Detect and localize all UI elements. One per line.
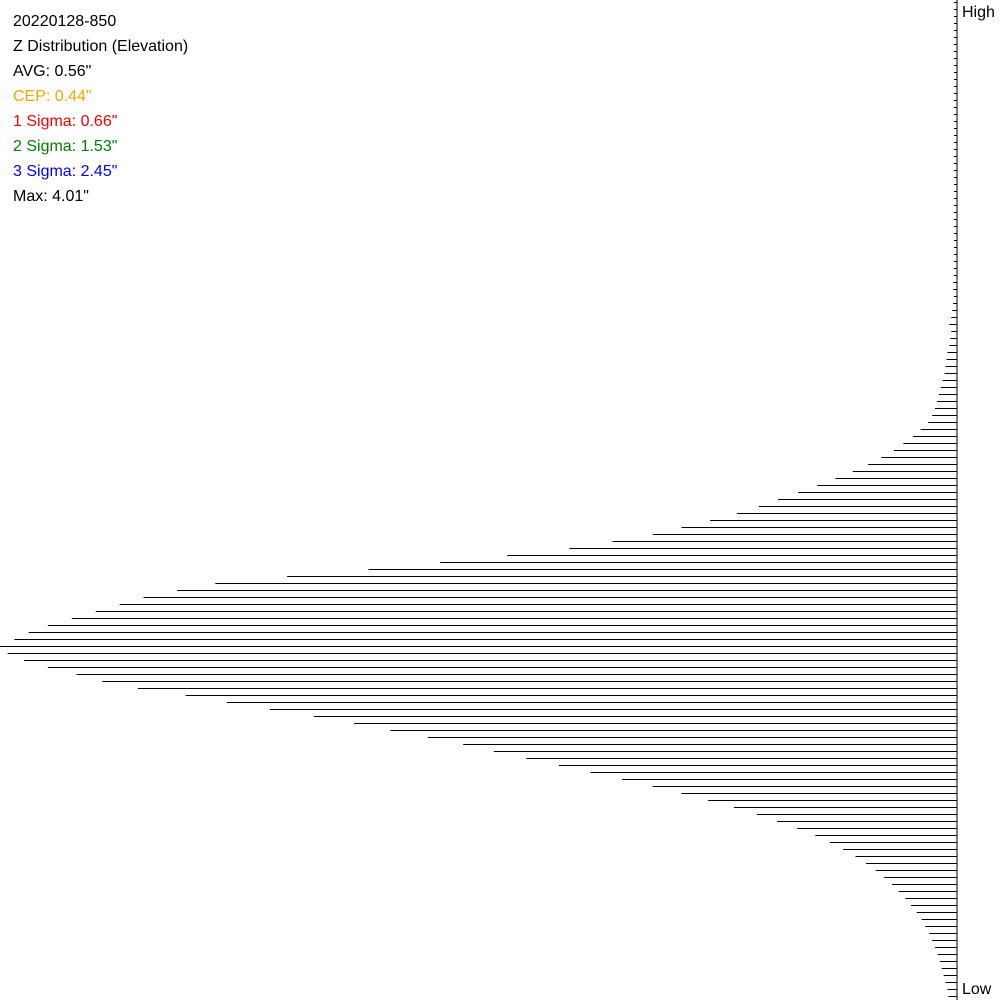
avg-stat: AVG: 0.56" (13, 63, 92, 80)
chart-title: Z Distribution (Elevation) (13, 38, 189, 55)
axis-label-low: Low (962, 981, 992, 998)
axis-label-high: High (962, 4, 995, 21)
sigma3-stat: 3 Sigma: 2.45" (13, 163, 118, 180)
max-stat: Max: 4.01" (13, 188, 89, 205)
dataset-id: 20220128-850 (13, 13, 117, 30)
cep-stat: CEP: 0.44" (13, 88, 92, 105)
sigma2-stat: 2 Sigma: 1.53" (13, 138, 118, 155)
histogram-bars (0, 2, 957, 997)
sigma1-stat: 1 Sigma: 0.66" (13, 113, 118, 130)
stats-panel: 20220128-850 Z Distribution (Elevation) … (13, 9, 188, 209)
